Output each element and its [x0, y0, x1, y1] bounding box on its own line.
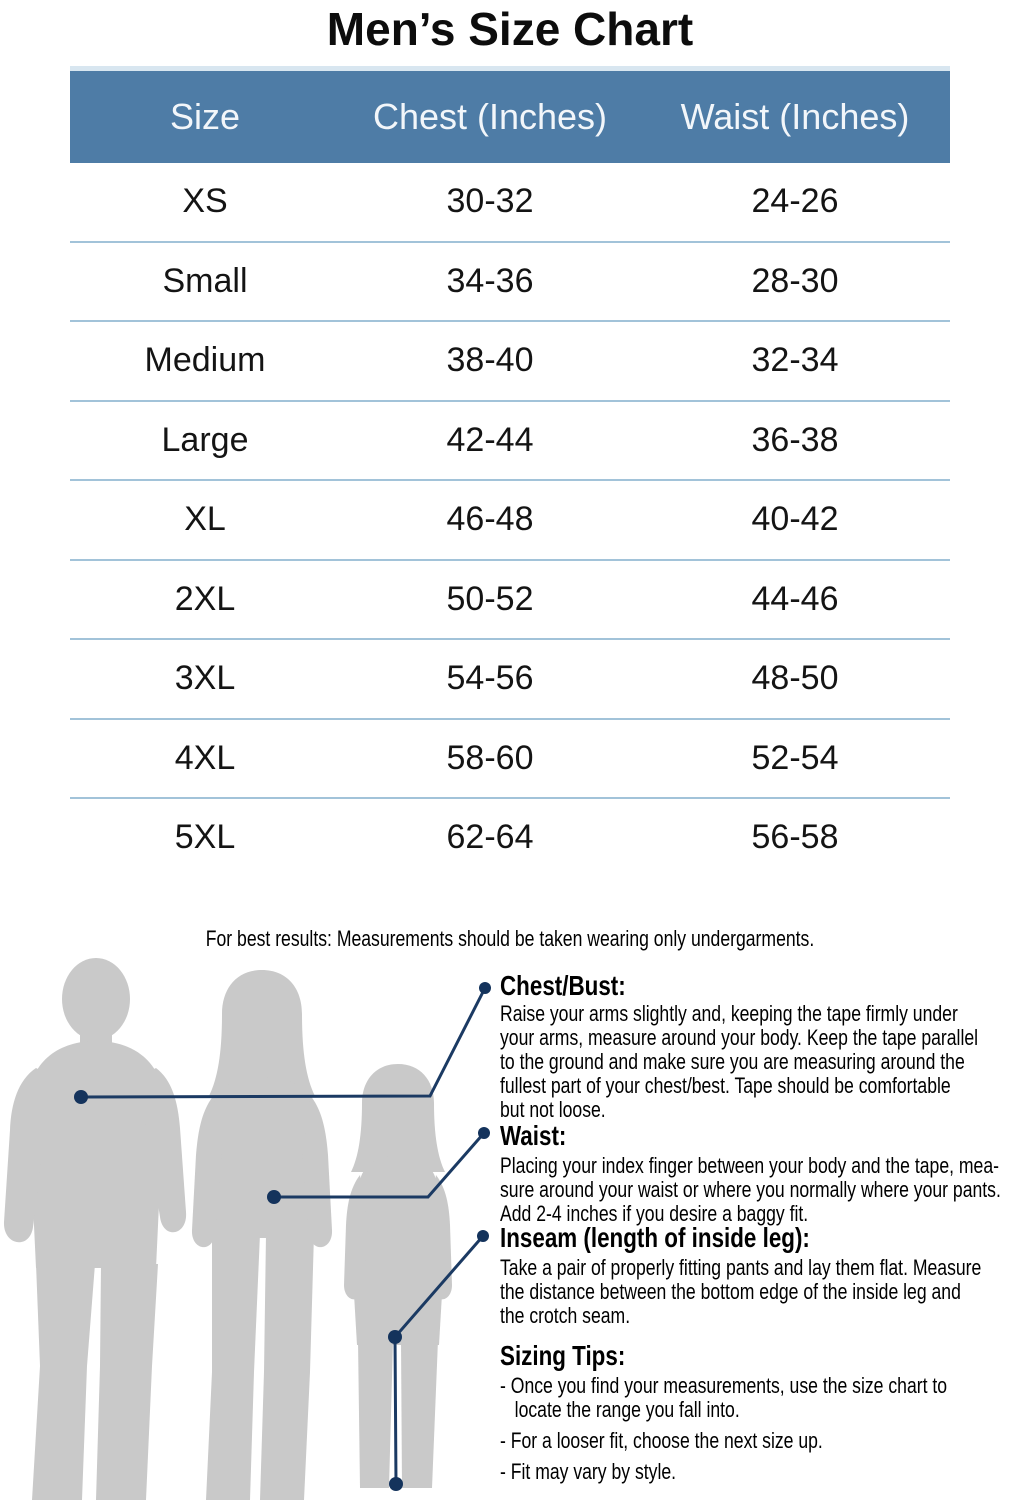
table-row: Large 42-44 36-38: [70, 402, 950, 481]
inseam-top-dot: [388, 1330, 402, 1344]
table-row: XS 30-32 24-26: [70, 163, 950, 243]
chest-guide-text: Raise your arms slightly and, keeping th…: [500, 1001, 979, 1122]
cell-chest: 54-56: [446, 659, 534, 697]
cell-chest: 34-36: [446, 261, 534, 300]
sizing-tip: - Fit may vary by style.: [500, 1459, 677, 1484]
size-table-header: Size Chest (Inches) Waist (Inches): [70, 71, 950, 163]
table-row: 4XL 58-60 52-54: [70, 720, 950, 799]
cell-waist: 44-46: [751, 579, 839, 618]
cell-chest: 50-52: [446, 579, 534, 618]
child-head: [351, 1064, 445, 1172]
waist-label-dot: [478, 1127, 490, 1139]
woman-silhouette: [191, 970, 333, 1500]
cell-size: Small: [162, 261, 248, 300]
chest-body-dot: [74, 1090, 88, 1104]
cell-size: Medium: [144, 341, 266, 379]
cell-size: Large: [161, 420, 249, 459]
cell-waist: 32-34: [751, 341, 839, 379]
man-silhouette: [3, 958, 187, 1500]
inseam-bottom-dot: [389, 1477, 403, 1491]
cell-waist: 28-30: [751, 261, 839, 300]
table-row: 2XL 50-52 44-46: [70, 561, 950, 640]
child-silhouette: [344, 1064, 452, 1488]
woman-head: [209, 970, 315, 1096]
inseam-guide-text: Take a pair of properly fitting pants an…: [500, 1255, 982, 1328]
header-cell-chest: Chest (Inches): [372, 96, 608, 137]
table-top-strip: [70, 66, 950, 71]
table-row: Small 34-36 28-30: [70, 243, 950, 322]
waist-guide-heading: Waist:: [500, 1120, 567, 1151]
table-row: 3XL 54-56 48-50: [70, 640, 950, 720]
man-head: [62, 958, 130, 1040]
cell-waist: 36-38: [751, 420, 839, 459]
sizing-tips-heading: Sizing Tips:: [500, 1340, 626, 1371]
cell-size: 2XL: [174, 579, 236, 618]
cell-waist: 56-58: [751, 818, 839, 856]
chest-measure-line: [80, 987, 487, 1099]
chest-guide-heading: Chest/Bust:: [500, 970, 626, 1001]
waist-measure-line: [274, 1132, 486, 1199]
cell-waist: 24-26: [751, 182, 839, 220]
cell-waist: 40-42: [751, 500, 839, 538]
cell-chest: 42-44: [446, 420, 534, 459]
measurement-note: For best results: Measurements should be…: [205, 926, 815, 951]
sizing-tip: - Once you find your measurements, use t…: [500, 1373, 948, 1422]
cell-size: 4XL: [174, 738, 236, 777]
cell-size: XS: [182, 182, 228, 220]
waist-guide-text: Placing your index finger between your b…: [500, 1153, 1001, 1226]
cell-size: 5XL: [174, 818, 236, 856]
size-table: Size Chest (Inches) Waist (Inches) XS 30…: [70, 66, 950, 877]
cell-chest: 38-40: [446, 341, 534, 379]
cell-waist: 48-50: [751, 659, 839, 697]
cell-size: 3XL: [174, 659, 236, 697]
waist-body-dot: [267, 1190, 281, 1204]
table-row: 5XL 62-64 56-58: [70, 799, 950, 877]
page-title: Men’s Size Chart: [326, 3, 694, 55]
header-cell-size: Size: [169, 96, 241, 137]
inseam-label-dot: [477, 1230, 489, 1242]
cell-chest: 62-64: [446, 818, 534, 856]
inseam-guide-heading: Inseam (length of inside leg):: [500, 1222, 810, 1253]
header-cell-waist: Waist (Inches): [680, 96, 910, 137]
measure-dots: [74, 982, 491, 1491]
sizing-tips-list: - Once you find your measurements, use t…: [500, 1374, 1015, 1491]
chest-label-dot: [479, 982, 491, 994]
cell-chest: 30-32: [446, 182, 534, 220]
cell-chest: 58-60: [446, 738, 534, 777]
table-row: XL 46-48 40-42: [70, 481, 950, 561]
cell-chest: 46-48: [446, 500, 534, 538]
cell-waist: 52-54: [751, 738, 839, 777]
sizing-tip: - For a looser fit, choose the next size…: [500, 1428, 823, 1453]
table-row: Medium 38-40 32-34: [70, 322, 950, 402]
cell-size: XL: [184, 500, 226, 538]
